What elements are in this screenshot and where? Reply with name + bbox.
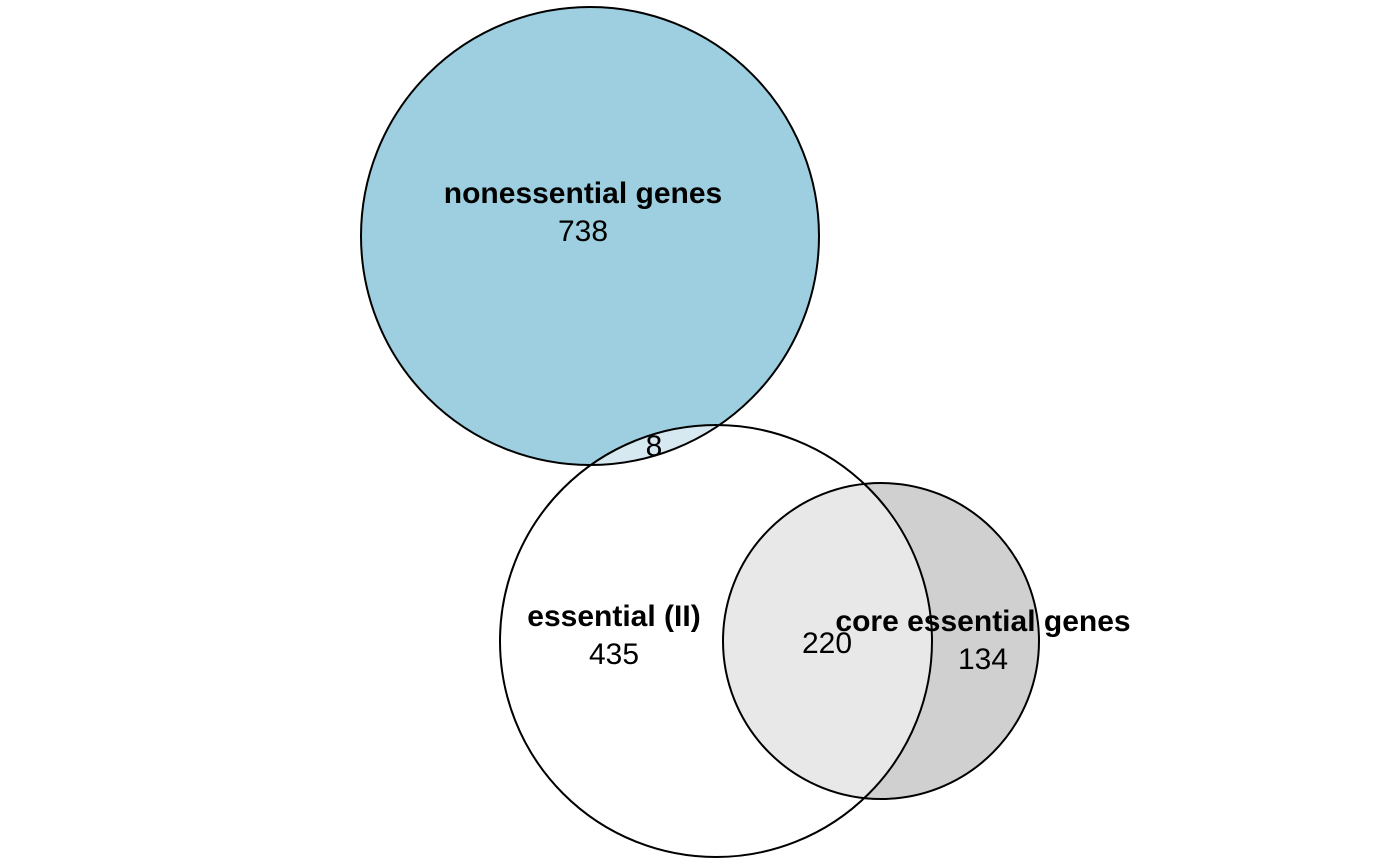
nonessential-set-label: nonessential genes [444, 177, 722, 210]
core-outline [722, 482, 1040, 800]
essential-core-count: 220 [802, 627, 852, 660]
essential-outline [499, 424, 933, 858]
essential-set-label: essential (II) [527, 600, 700, 633]
nonessential-essential-count: 8 [646, 430, 663, 463]
core-only-count: 134 [958, 643, 1008, 676]
core-set-label: core essential genes [835, 605, 1130, 638]
nonessential-set-circle [361, 7, 819, 465]
nonessential-only-count: 738 [558, 215, 608, 248]
essential-core-overlap [723, 483, 932, 799]
essential-only-count: 435 [589, 638, 639, 671]
